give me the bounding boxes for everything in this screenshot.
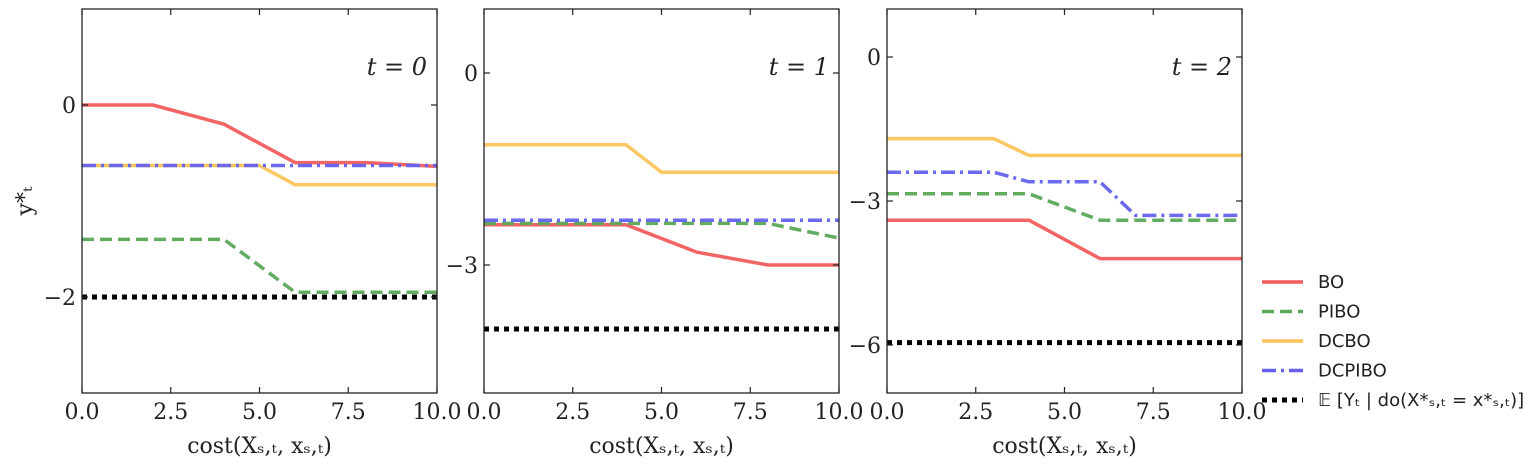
series-line-pibo-panel-0 [82, 237, 437, 294]
series-line-dcbo-panel-0 [82, 163, 437, 187]
series-line-bo-panel-1 [484, 222, 839, 267]
legend-label-opt: 𝔼 [Yₜ | do(X*ₛ,ₜ = x*ₛ,ₜ)] [1318, 390, 1524, 411]
series-line-dcpibo-panel-2 [887, 170, 1242, 218]
panel-title: t = 2 [1172, 53, 1232, 81]
legend-label-dcbo: DCBO [1318, 331, 1371, 352]
x-tick-label: 10.0 [1218, 400, 1267, 425]
series-line-pibo-panel-1 [484, 221, 839, 240]
x-tick-label: 7.5 [1136, 400, 1171, 425]
x-axis-label: cost(Xₛ,ₜ, xₛ,ₜ) [589, 434, 734, 459]
y-tick-label: −6 [849, 334, 881, 359]
legend-label-pibo: PIBO [1318, 302, 1360, 323]
y-tick-label: −3 [849, 190, 881, 215]
x-tick-label: 2.5 [958, 400, 993, 425]
x-axis-label: cost(Xₛ,ₜ, xₛ,ₜ) [187, 434, 332, 459]
subplot-0: 0.0 2.5 5.0 7.5 10.0 0 −2 t = 0 cost(Xₛ,ₜ, xₛ,ₜ)… [13, 8, 462, 459]
y-tick-label: 0 [867, 46, 881, 71]
series-line-dcbo-panel-2 [887, 136, 1242, 158]
legend-label-bo: BO [1318, 272, 1344, 293]
x-tick-label: 2.5 [555, 400, 590, 425]
x-tick-label: 5.0 [242, 400, 277, 425]
x-tick-label: 0.0 [870, 400, 905, 425]
legend: BO PIBO DCBO DCPIBO 𝔼 [Yₜ | do(X*ₛ,ₜ = x*ₛ,ₜ… [1262, 272, 1524, 411]
x-tick-label: 7.5 [331, 400, 366, 425]
subplot-1: 0.0 2.5 5.0 7.5 10.0 0 −3 t = 1 cost(Xₛ,ₜ, xₛ,ₜ) [446, 8, 864, 459]
y-tick-label: −3 [446, 254, 478, 279]
x-tick-label: 0.0 [65, 400, 100, 425]
legend-label-dcpibo: DCPIBO [1318, 361, 1387, 382]
x-tick-label: 7.5 [733, 400, 768, 425]
x-tick-label: 2.5 [153, 400, 188, 425]
x-tick-label: 10.0 [815, 400, 864, 425]
x-tick-label: 0.0 [467, 400, 502, 425]
panel-title: t = 1 [769, 53, 829, 81]
panel-title: t = 0 [367, 53, 427, 81]
series-line-pibo-panel-2 [887, 192, 1242, 222]
series-line-dcbo-panel-1 [484, 142, 839, 174]
y-axis-label: y*ₜ [13, 186, 38, 216]
series-line-bo-panel-0 [82, 103, 437, 169]
x-tick-label: 5.0 [644, 400, 679, 425]
x-axis-label: cost(Xₛ,ₜ, xₛ,ₜ) [992, 434, 1137, 459]
y-tick-label: 0 [464, 62, 478, 87]
x-tick-label: 10.0 [413, 400, 462, 425]
y-tick-label: −2 [44, 286, 76, 311]
y-tick-label: 0 [62, 94, 76, 119]
series-line-bo-panel-2 [887, 218, 1242, 261]
subplot-2: 0.0 2.5 5.0 7.5 10.0 0 −3 −6 t = 2 cost(Xₛ,ₜ, xₛ,… [849, 8, 1267, 459]
x-tick-label: 5.0 [1047, 400, 1082, 425]
